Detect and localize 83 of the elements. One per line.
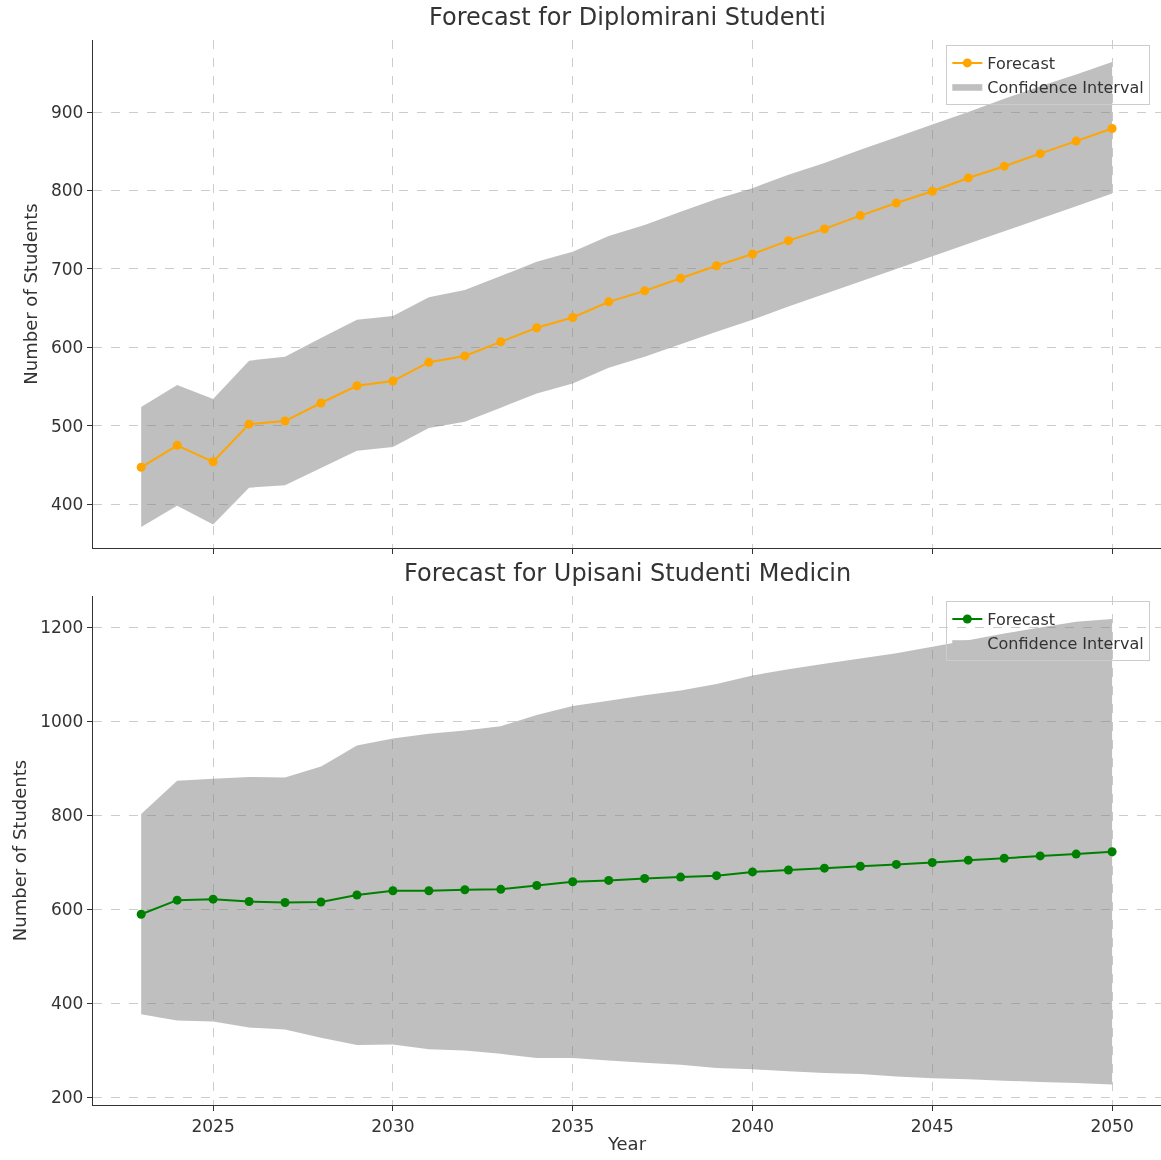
point xyxy=(640,874,650,883)
legend-label: Forecast xyxy=(987,610,1056,630)
point xyxy=(819,863,829,873)
point xyxy=(1071,849,1081,859)
legend-label: Confidence Interval xyxy=(987,77,1144,97)
y-tick-label: 1200 xyxy=(40,616,84,637)
x-tick-label: 2040 xyxy=(730,1115,775,1136)
point xyxy=(172,440,182,450)
point xyxy=(568,313,578,323)
y-tick-label: 900 xyxy=(51,102,84,123)
y-tick-label: 700 xyxy=(51,258,84,279)
y-tick-label: 400 xyxy=(51,494,84,515)
point xyxy=(783,865,793,875)
y-tick-label: 800 xyxy=(51,180,84,201)
point xyxy=(1071,136,1081,146)
point xyxy=(891,198,901,208)
point xyxy=(424,357,434,367)
point xyxy=(748,249,757,259)
point xyxy=(604,297,614,307)
point xyxy=(1107,124,1117,134)
point xyxy=(999,161,1009,171)
point xyxy=(999,853,1009,863)
point xyxy=(568,877,578,887)
y-tick-label: 600 xyxy=(51,899,84,920)
point xyxy=(676,273,686,283)
point xyxy=(208,894,218,904)
point xyxy=(855,861,865,871)
point xyxy=(927,858,937,868)
y-tick-label: 400 xyxy=(51,993,84,1014)
y-tick-label: 1000 xyxy=(40,710,84,731)
point xyxy=(1035,149,1045,159)
legend-label: Forecast xyxy=(987,54,1056,74)
point xyxy=(208,457,218,467)
point xyxy=(136,909,146,919)
y-axis-title: Number of Students xyxy=(9,759,31,942)
point xyxy=(604,875,614,885)
point xyxy=(424,886,434,896)
x-tick-label: 2050 xyxy=(1090,1115,1134,1136)
y-tick-label: 500 xyxy=(51,415,84,436)
point xyxy=(388,886,398,896)
x-tick-label: 2035 xyxy=(551,1115,595,1136)
point xyxy=(1107,847,1117,857)
point xyxy=(316,897,326,907)
point xyxy=(963,173,973,183)
y-tick-label: 200 xyxy=(51,1087,84,1108)
point xyxy=(496,884,506,894)
point xyxy=(891,859,901,869)
x-tick-label: 2045 xyxy=(910,1115,954,1136)
point xyxy=(783,236,793,246)
x-tick-label: 2025 xyxy=(191,1115,235,1136)
x-tick-label: 2030 xyxy=(371,1115,415,1136)
point xyxy=(388,376,398,386)
point xyxy=(352,381,362,391)
point xyxy=(280,897,290,907)
point xyxy=(244,897,254,907)
point xyxy=(136,462,146,472)
point xyxy=(460,351,470,361)
x-axis-title: Year xyxy=(606,1132,647,1154)
point xyxy=(676,872,686,882)
point xyxy=(748,867,757,877)
y-tick-label: 600 xyxy=(51,337,84,358)
point xyxy=(1035,851,1045,861)
point xyxy=(855,211,865,221)
chart-title: Forecast for Diplomirani Studenti xyxy=(429,3,826,31)
chart-title: Forecast for Upisani Studenti Medicin xyxy=(404,559,852,587)
point xyxy=(280,416,290,426)
point xyxy=(712,261,722,271)
point xyxy=(352,890,362,900)
point xyxy=(172,895,182,905)
point xyxy=(316,398,326,408)
legend-label: Confidence Interval xyxy=(987,634,1144,653)
point xyxy=(244,419,254,429)
point xyxy=(819,224,829,234)
point xyxy=(640,286,650,296)
point xyxy=(496,337,506,347)
point xyxy=(532,323,542,333)
point xyxy=(712,871,722,881)
point xyxy=(460,885,470,895)
y-axis-title: Number of Students xyxy=(20,203,42,385)
point xyxy=(532,881,542,891)
point xyxy=(963,855,973,865)
point xyxy=(927,186,937,196)
y-tick-label: 800 xyxy=(51,804,84,825)
